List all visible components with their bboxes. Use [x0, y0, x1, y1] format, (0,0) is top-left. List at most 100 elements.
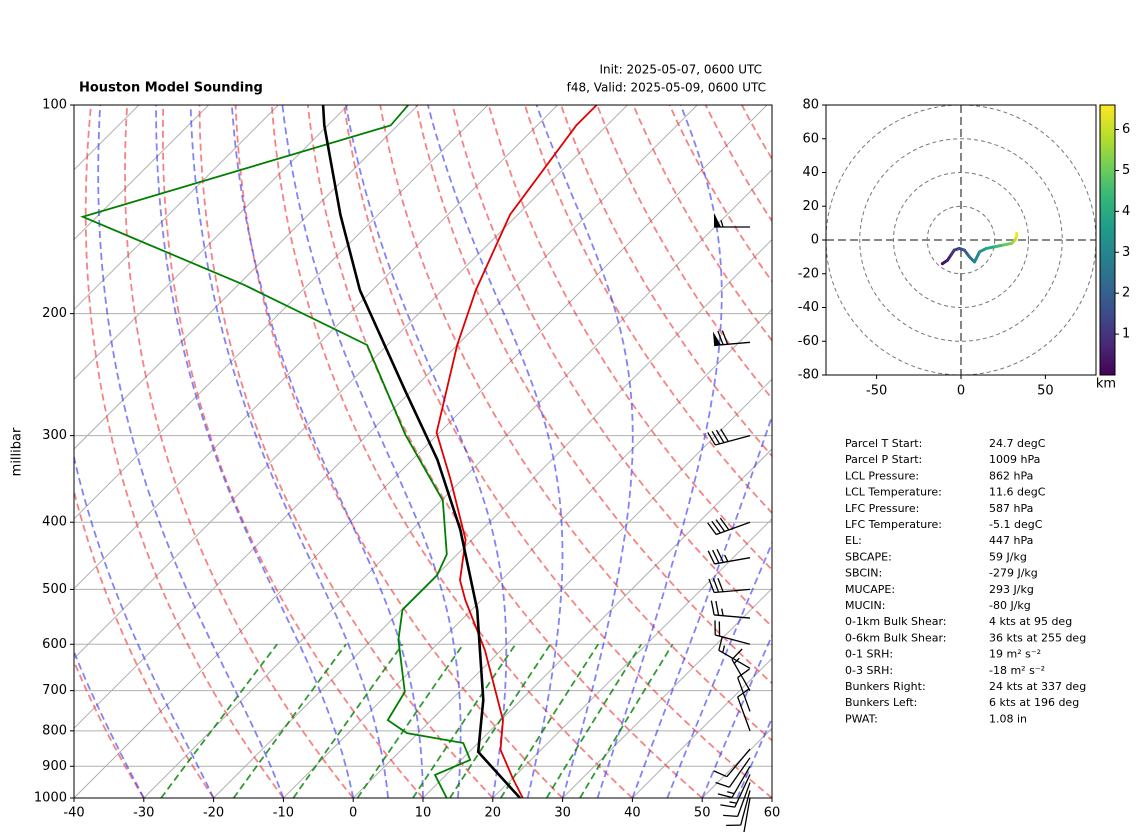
barb-half	[722, 645, 726, 653]
wind-barb	[714, 620, 751, 645]
barb-full	[707, 432, 716, 446]
barb-full	[718, 636, 723, 651]
barb-half	[720, 219, 724, 228]
dry-adiabat	[84, 105, 285, 798]
wind-barb	[714, 213, 750, 228]
y-tick-label: 800	[42, 723, 67, 738]
barb-full	[715, 781, 730, 788]
profile-line	[321, 105, 521, 798]
moist-adiabat	[97, 105, 285, 798]
dry-adiabat	[560, 105, 772, 458]
parameter-label: Parcel P Start:	[845, 453, 922, 466]
barb-full	[716, 548, 724, 563]
parameter-label: LFC Pressure:	[845, 502, 919, 515]
skewt-plot	[74, 105, 772, 798]
wind-barb	[708, 577, 751, 594]
barb-half	[724, 554, 729, 562]
x-tick-label: 50	[694, 806, 711, 821]
moist-adiabat	[427, 105, 564, 798]
wind-barb	[707, 548, 751, 565]
mixing-ratio-line	[500, 643, 600, 798]
parameter-label: EL:	[845, 534, 862, 547]
wind-barb	[713, 748, 751, 778]
x-tick-label: -50	[866, 384, 887, 399]
colorbar-tick-label: 5	[1122, 163, 1130, 178]
y-tick-label: 700	[42, 683, 67, 698]
barb-staff	[715, 634, 751, 645]
x-tick-label: -30	[133, 806, 154, 821]
x-tick-label: 20	[485, 806, 502, 821]
wind-barb	[723, 782, 751, 818]
colorbar	[1099, 104, 1116, 376]
barb-half	[729, 801, 737, 804]
parameter-value: -5.1 degC	[989, 518, 1043, 531]
barb-full	[715, 429, 725, 443]
isotherm	[213, 238, 772, 798]
wind-barb	[717, 765, 751, 799]
barb-staff	[714, 614, 751, 619]
y-tick-label: -80	[798, 368, 819, 383]
parameter-label: PWAT:	[845, 712, 878, 725]
barb-full	[712, 549, 720, 564]
wind-barb	[718, 636, 751, 669]
barb-staff	[731, 659, 751, 691]
x-tick-label: 40	[624, 806, 641, 821]
y-tick-label: -60	[798, 334, 819, 349]
wind-barb	[726, 790, 751, 827]
barb-staff	[718, 649, 751, 669]
dry-adiabat	[234, 105, 564, 798]
barb-staff	[740, 790, 751, 826]
moist-adiabat	[74, 649, 145, 798]
parameter-value: 11.6 degC	[989, 486, 1046, 499]
x-tick-label: -10	[273, 806, 294, 821]
profile-line	[80, 105, 472, 798]
parameter-value: 19 m² s⁻²	[989, 648, 1041, 661]
mixing-ratio-line	[160, 643, 278, 798]
isotherm	[562, 587, 772, 798]
dry-adiabat	[74, 658, 145, 798]
dry-adiabat	[124, 105, 354, 798]
x-tick-label: 0	[349, 806, 357, 821]
parameter-value: 587 hPa	[989, 502, 1033, 515]
wind-barb	[720, 774, 751, 808]
barb-full	[723, 814, 738, 818]
hodograph-axes: -50 0 50 -80 -60 -40 -20 0 20 40 60 80 1 2 3 4 5 6 km	[798, 98, 1131, 399]
barb-full	[715, 600, 720, 616]
barb-full	[711, 520, 721, 534]
isotherm	[492, 518, 772, 798]
x-tick-label: -20	[203, 806, 224, 821]
barb-staff	[714, 588, 751, 594]
moist-adiabat	[155, 105, 355, 798]
barb-staff	[715, 435, 751, 446]
parameter-label: SBCAPE:	[845, 550, 892, 563]
parameter-value: 24.7 degC	[989, 437, 1046, 450]
parameter-label: 0-1km Bulk Shear:	[845, 615, 947, 628]
y-tick-label: 300	[42, 428, 67, 443]
y-tick-label: 200	[42, 306, 67, 321]
x-tick-label: 50	[1037, 384, 1054, 399]
barb-staff	[715, 521, 751, 536]
y-tick-label: 1000	[34, 791, 67, 806]
wind-barb	[710, 600, 751, 619]
parameter-value: -279 J/kg	[989, 567, 1038, 580]
parameter-value: 24 kts at 337 deg	[989, 680, 1086, 693]
parameter-label: 0-6km Bulk Shear:	[845, 631, 947, 644]
moist-adiabat	[631, 413, 772, 798]
barb-staff	[728, 757, 751, 788]
wind-barb	[743, 797, 751, 832]
y-tick-label: 80	[802, 98, 819, 113]
y-tick-label: -40	[798, 300, 819, 315]
barb-full	[707, 522, 717, 535]
dry-adiabat	[415, 105, 772, 685]
barb-flag	[712, 331, 722, 346]
barb-full	[720, 804, 735, 808]
x-tick-label: 60	[764, 806, 781, 821]
barb-full	[707, 550, 716, 565]
isotherm	[352, 378, 772, 798]
isotherm	[632, 657, 772, 798]
x-tick-label: 0	[957, 384, 965, 399]
y-tick-label: 500	[42, 582, 67, 597]
dry-adiabat	[74, 487, 215, 798]
